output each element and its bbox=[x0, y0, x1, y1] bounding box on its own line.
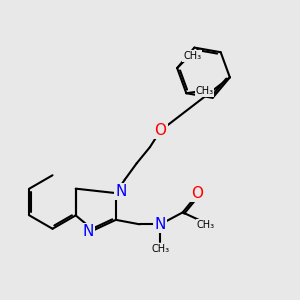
Text: CH₃: CH₃ bbox=[195, 86, 214, 96]
Text: CH₃: CH₃ bbox=[151, 244, 169, 254]
Text: N: N bbox=[116, 184, 127, 199]
Text: CH₃: CH₃ bbox=[183, 51, 201, 61]
Text: CH₃: CH₃ bbox=[196, 220, 214, 230]
Text: N: N bbox=[82, 224, 94, 239]
Text: N: N bbox=[155, 217, 166, 232]
Text: O: O bbox=[154, 123, 166, 138]
Text: O: O bbox=[192, 186, 204, 201]
